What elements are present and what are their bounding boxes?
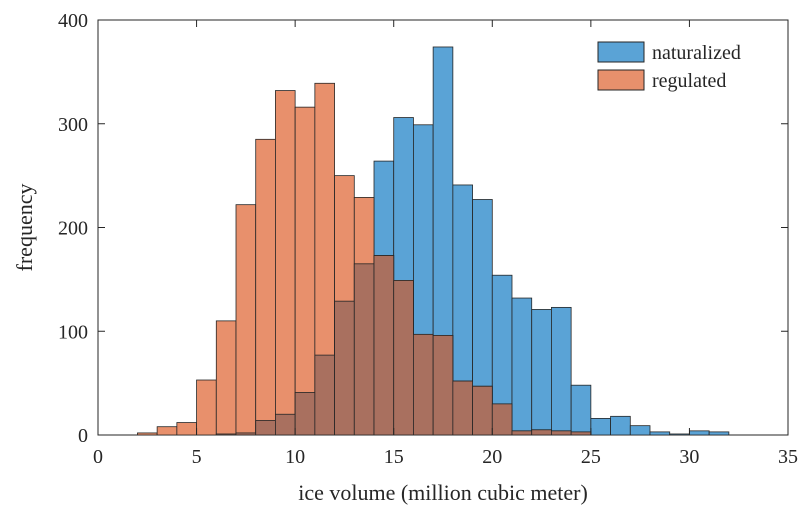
x-tick-label-20: 20 [482,446,502,468]
bar-overlap-18 [452,380,473,436]
x-tick-labels: 0 5 10 15 20 25 30 35 [93,446,798,468]
bar-overlap-6 [215,433,237,436]
bar-overlap-16 [413,333,434,436]
bar-overlap-21 [511,430,533,436]
legend-label-naturalized: naturalized [652,42,741,64]
overlap-bars [215,255,592,436]
x-tick-label-5: 5 [192,446,202,468]
x-tick-label-30: 30 [679,446,699,468]
bar-regulated-6 [215,320,237,436]
x-tick-label-0: 0 [93,446,103,468]
y-axis-label: frequency [12,184,37,272]
bar-naturalized-24 [570,384,592,436]
x-tick-label-15: 15 [384,446,404,468]
bar-regulated-5 [196,379,217,436]
legend: naturalized regulated [597,41,741,92]
bar-overlap-10 [294,392,316,436]
bar-overlap-24 [570,431,592,436]
bar-naturalized-30 [689,430,710,436]
bar-regulated-2 [137,432,158,436]
y-tick-label-100: 100 [58,321,88,343]
bar-overlap-11 [314,354,335,436]
bar-naturalized-28 [649,431,671,436]
x-tick-label-25: 25 [581,446,601,468]
bar-naturalized-31 [708,431,730,436]
bar-regulated-8 [255,138,276,436]
y-tick-label-400: 400 [58,10,88,32]
x-tick-label-10: 10 [285,446,305,468]
bar-regulated-10 [294,106,316,436]
legend-swatch-naturalized [597,41,645,63]
x-tick-label-35: 35 [778,446,798,468]
legend-label-regulated: regulated [652,70,726,92]
bar-overlap-12 [334,300,355,436]
bar-overlap-23 [551,430,572,436]
bar-overlap-8 [255,420,276,436]
bar-regulated-9 [275,90,296,436]
bar-overlap-14 [373,255,395,436]
bar-naturalized-23 [551,306,572,436]
plot-area: 0 5 10 15 20 25 30 35 0 100 200 300 400 [58,10,798,468]
bar-naturalized-29 [669,433,690,436]
bar-overlap-9 [275,413,296,436]
bar-overlap-17 [432,334,454,436]
y-tick-label-200: 200 [58,218,88,240]
bar-overlap-22 [531,429,552,436]
bar-overlap-19 [472,385,493,436]
axis-ticks [97,19,789,436]
bar-naturalized-26 [610,415,631,436]
y-tick-label-300: 300 [58,114,88,136]
bar-regulated-3 [156,426,178,436]
bar-regulated-7 [235,204,257,436]
bar-overlap-15 [393,280,414,436]
bar-naturalized-27 [629,425,651,436]
legend-swatch-regulated [597,69,645,91]
x-axis-label: ice volume (million cubic meter) [298,480,588,505]
bar-overlap-20 [491,403,513,436]
bar-regulated-4 [176,422,197,436]
y-tick-labels: 0 100 200 300 400 [58,10,88,447]
bar-naturalized-21 [511,297,533,436]
bar-overlap-7 [235,432,257,436]
bar-naturalized-22 [531,309,552,436]
y-tick-label-0: 0 [78,425,88,447]
bar-overlap-13 [353,263,375,436]
bar-naturalized-25 [590,417,611,436]
